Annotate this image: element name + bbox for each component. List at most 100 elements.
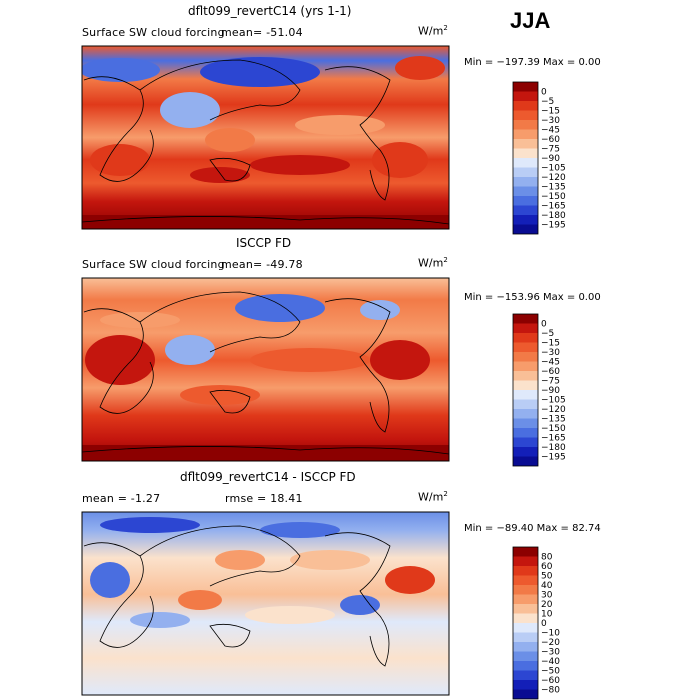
colorbar-tick-label: −30 xyxy=(541,648,560,658)
colorbar-tick-label: −30 xyxy=(541,116,560,126)
colorbar-tick-label: 10 xyxy=(541,610,553,620)
panel-1-units: W/m2 xyxy=(418,24,448,38)
colorbar-panel-2: 0−5−15−30−45−60−75−90−105−120−135−150−16… xyxy=(512,313,566,467)
colorbar-tick-label: −105 xyxy=(541,396,566,406)
colorbar-swatch xyxy=(513,82,538,92)
colorbar-swatch xyxy=(513,101,538,111)
colorbar-tick-label: −20 xyxy=(541,638,560,648)
panel-2-coastlines xyxy=(81,291,450,455)
panel-3-rmse: rmse = 18.41 xyxy=(225,492,303,505)
colorbar-tick-label: −15 xyxy=(541,107,560,117)
colorbar-swatch xyxy=(513,186,538,196)
colorbar-swatch xyxy=(513,642,538,652)
panel-1-frame xyxy=(81,45,450,230)
colorbar-swatch xyxy=(513,380,538,390)
colorbar-tick-label: 30 xyxy=(541,591,553,601)
colorbar-tick-label: −165 xyxy=(541,202,566,212)
panel-3-units: W/m2 xyxy=(418,490,448,504)
colorbar-swatch xyxy=(513,689,538,699)
colorbar-tick-label: 0 xyxy=(541,320,547,330)
colorbar-swatch xyxy=(513,547,538,557)
panel-1-subtitle: Surface SW cloud forcing xyxy=(82,26,225,39)
colorbar-swatch xyxy=(513,196,538,206)
colorbar-frame xyxy=(512,313,539,467)
panel-2-subtitle: Surface SW cloud forcing xyxy=(82,258,225,271)
colorbar-swatch xyxy=(513,613,538,623)
panel-1-coastlines xyxy=(81,59,450,225)
colorbar-tick-label: −90 xyxy=(541,154,560,164)
colorbar-swatch xyxy=(513,594,538,604)
colorbar-tick-label: 80 xyxy=(541,553,553,563)
panel-2-mean: mean= -49.78 xyxy=(221,258,303,271)
colorbar-tick-label: −165 xyxy=(541,434,566,444)
colorbar-swatch xyxy=(513,323,538,333)
colorbar-tick-label: −45 xyxy=(541,126,560,136)
season-label: JJA xyxy=(510,8,551,33)
colorbar-swatch xyxy=(513,556,538,566)
colorbar-frame xyxy=(512,81,539,235)
colorbar-swatch xyxy=(513,661,538,671)
colorbar-swatch xyxy=(513,632,538,642)
panel-1-minmax: Min = −197.39 Max = 0.00 xyxy=(464,57,601,68)
colorbar-swatch xyxy=(513,215,538,225)
colorbar-swatch xyxy=(513,447,538,457)
colorbar-swatch xyxy=(513,575,538,585)
colorbar-swatch xyxy=(513,314,538,324)
colorbar-swatch xyxy=(513,129,538,139)
colorbar-tick-label: −5 xyxy=(541,97,554,107)
colorbar-swatch xyxy=(513,91,538,101)
colorbar-tick-label: −50 xyxy=(541,667,560,677)
colorbar-swatch xyxy=(513,139,538,149)
panel-2-title: ISCCP FD xyxy=(236,236,292,250)
colorbar-swatch xyxy=(513,399,538,409)
colorbar-tick-label: −60 xyxy=(541,135,560,145)
colorbar-frame xyxy=(512,546,539,700)
colorbar-panel-1: 0−5−15−30−45−60−75−90−105−120−135−150−16… xyxy=(512,81,566,235)
colorbar-tick-label: −195 xyxy=(541,453,566,463)
colorbar-swatch xyxy=(513,670,538,680)
colorbar-tick-label: −180 xyxy=(541,211,566,221)
colorbar-swatch xyxy=(513,158,538,168)
colorbar-swatch xyxy=(513,342,538,352)
colorbar-tick-label: 0 xyxy=(541,619,547,629)
colorbar-swatch xyxy=(513,409,538,419)
colorbar-tick-label: −5 xyxy=(541,329,554,339)
colorbar-tick-label: −135 xyxy=(541,415,566,425)
colorbar-swatch xyxy=(513,428,538,438)
panel-3-minmax: Min = −89.40 Max = 82.74 xyxy=(464,523,601,534)
colorbar-tick-label: −80 xyxy=(541,686,560,696)
colorbar-tick-label: −30 xyxy=(541,348,560,358)
colorbar-swatch xyxy=(513,224,538,234)
colorbar-swatch xyxy=(513,148,538,158)
colorbar-tick-label: −75 xyxy=(541,145,560,155)
colorbar-swatch xyxy=(513,110,538,120)
panel-1-title: dflt099_revertC14 (yrs 1-1) xyxy=(188,4,352,18)
colorbar-swatch xyxy=(513,651,538,661)
colorbar-swatch xyxy=(513,680,538,690)
colorbar-tick-label: −195 xyxy=(541,221,566,231)
colorbar-tick-label: −135 xyxy=(541,183,566,193)
colorbar-tick-label: −150 xyxy=(541,192,566,202)
panel-3-map xyxy=(82,512,449,695)
colorbar-swatch xyxy=(513,371,538,381)
colorbar-tick-label: 60 xyxy=(541,562,553,572)
colorbar-tick-label: −90 xyxy=(541,386,560,396)
colorbar-tick-label: −60 xyxy=(541,676,560,686)
colorbar-tick-label: 50 xyxy=(541,572,553,582)
colorbar-tick-label: −15 xyxy=(541,339,560,349)
panel-2-frame xyxy=(81,277,450,462)
colorbar-swatch xyxy=(513,566,538,576)
colorbar-tick-label: −75 xyxy=(541,377,560,387)
panel-2-units: W/m2 xyxy=(418,256,448,270)
colorbar-tick-label: −120 xyxy=(541,173,566,183)
colorbar-swatch xyxy=(513,167,538,177)
panel-2-minmax: Min = −153.96 Max = 0.00 xyxy=(464,292,601,303)
colorbar-swatch xyxy=(513,177,538,187)
colorbar-tick-label: −10 xyxy=(541,629,560,639)
colorbar-swatch xyxy=(513,361,538,371)
panel-2-map xyxy=(82,278,449,461)
colorbar-swatch xyxy=(513,120,538,130)
colorbar-tick-label: −180 xyxy=(541,443,566,453)
colorbar-tick-label: −105 xyxy=(541,164,566,174)
